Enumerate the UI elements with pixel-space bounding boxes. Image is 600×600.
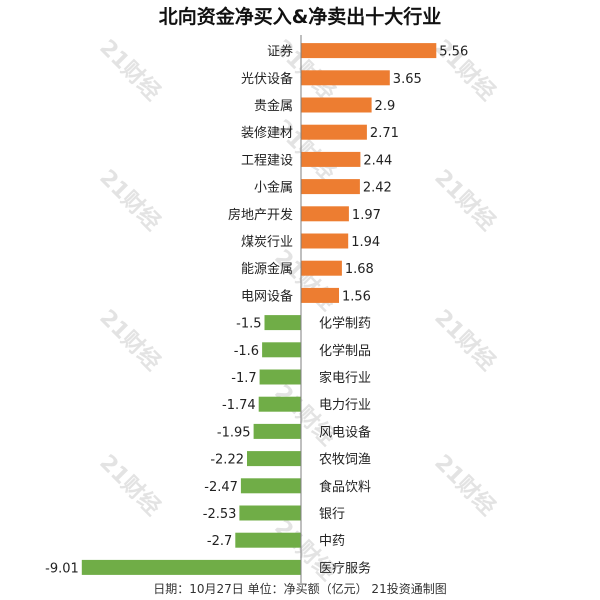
bar-15 [247, 451, 301, 467]
bar-5 [301, 179, 360, 195]
bars-layer [81, 43, 437, 575]
category-label-1: 光伏设备 [241, 71, 293, 87]
value-label-13: -1.74 [222, 398, 256, 413]
value-label-5: 2.42 [363, 181, 392, 196]
bar-7 [301, 233, 349, 249]
watermark-logo: 21财经 [429, 164, 500, 235]
value-label-9: 1.56 [342, 289, 371, 304]
chart-footer-note: 日期：10月27日 单位：净买额（亿元） 21投资通制图 [153, 582, 447, 596]
value-label-10: -1.5 [236, 317, 261, 332]
category-label-16: 食品饮料 [319, 479, 371, 495]
value-label-12: -1.7 [231, 371, 256, 386]
watermark-logo: 21财经 [269, 244, 340, 315]
bar-11 [262, 342, 301, 358]
bar-9 [301, 287, 339, 303]
value-label-17: -2.53 [203, 507, 237, 522]
bar-3 [301, 124, 367, 140]
value-label-7: 1.94 [351, 235, 380, 250]
bar-13 [258, 396, 301, 412]
watermark-logo: 21财经 [429, 449, 500, 520]
category-label-5: 小金属 [254, 180, 293, 196]
value-label-16: -2.47 [204, 480, 238, 495]
category-label-18: 中药 [319, 534, 345, 549]
category-label-11: 化学制品 [319, 343, 371, 359]
watermark-logo: 21财经 [429, 304, 500, 375]
labels-layer: 证券 5.56 光伏设备 3.65 贵金属 2.9 装修建材 2.71 工程建设 2.44 小金属 2… [45, 44, 468, 577]
category-label-2: 贵金属 [254, 98, 293, 114]
category-label-9: 电网设备 [241, 288, 293, 304]
chart-title: 北向资金净买入&净卖出十大行业 [158, 6, 442, 28]
value-label-18: -2.7 [207, 534, 232, 549]
bar-8 [301, 260, 342, 276]
category-label-10: 化学制药 [319, 316, 371, 332]
category-label-14: 风电设备 [319, 424, 371, 440]
watermark-logo: 21财经 [94, 304, 165, 375]
bar-19 [81, 559, 301, 575]
watermark-logo: 21财经 [94, 164, 165, 235]
value-label-8: 1.68 [345, 262, 374, 277]
value-label-6: 1.97 [352, 208, 381, 223]
value-label-0: 5.56 [439, 45, 468, 60]
value-label-4: 2.44 [363, 153, 392, 168]
bar-4 [301, 151, 361, 167]
value-label-15: -2.22 [210, 453, 244, 468]
bar-17 [239, 505, 301, 521]
category-label-4: 工程建设 [241, 153, 293, 168]
bar-0 [301, 43, 437, 59]
watermark-layer: 21财经 21财经21财经21财经21财经21财经21财经21财经21财经21财经… [94, 34, 500, 585]
value-label-2: 2.9 [375, 99, 396, 114]
bar-18 [235, 532, 301, 548]
category-label-3: 装修建材 [241, 126, 293, 141]
bar-12 [259, 369, 301, 385]
value-label-19: -9.01 [45, 561, 79, 576]
bar-6 [301, 206, 349, 222]
bar-16 [240, 478, 301, 494]
category-label-7: 煤炭行业 [241, 235, 293, 250]
value-label-1: 3.65 [393, 72, 422, 87]
category-label-19: 医疗服务 [319, 560, 371, 576]
category-label-0: 证券 [267, 44, 293, 60]
category-label-15: 农牧饲渔 [319, 453, 371, 468]
bar-2 [301, 97, 372, 113]
bar-14 [253, 423, 301, 439]
value-label-14: -1.95 [217, 425, 251, 440]
bar-1 [301, 70, 390, 86]
value-label-11: -1.6 [234, 344, 259, 359]
category-label-8: 能源金属 [241, 261, 293, 277]
category-label-13: 电力行业 [319, 398, 371, 413]
category-label-6: 房地产开发 [228, 207, 293, 223]
category-label-12: 家电行业 [319, 370, 371, 386]
category-label-17: 银行 [319, 507, 345, 522]
value-label-3: 2.71 [370, 126, 399, 141]
watermark-logo: 21财经 [94, 34, 165, 105]
watermark-logo: 21财经 [94, 449, 165, 520]
bar-10 [264, 315, 301, 331]
